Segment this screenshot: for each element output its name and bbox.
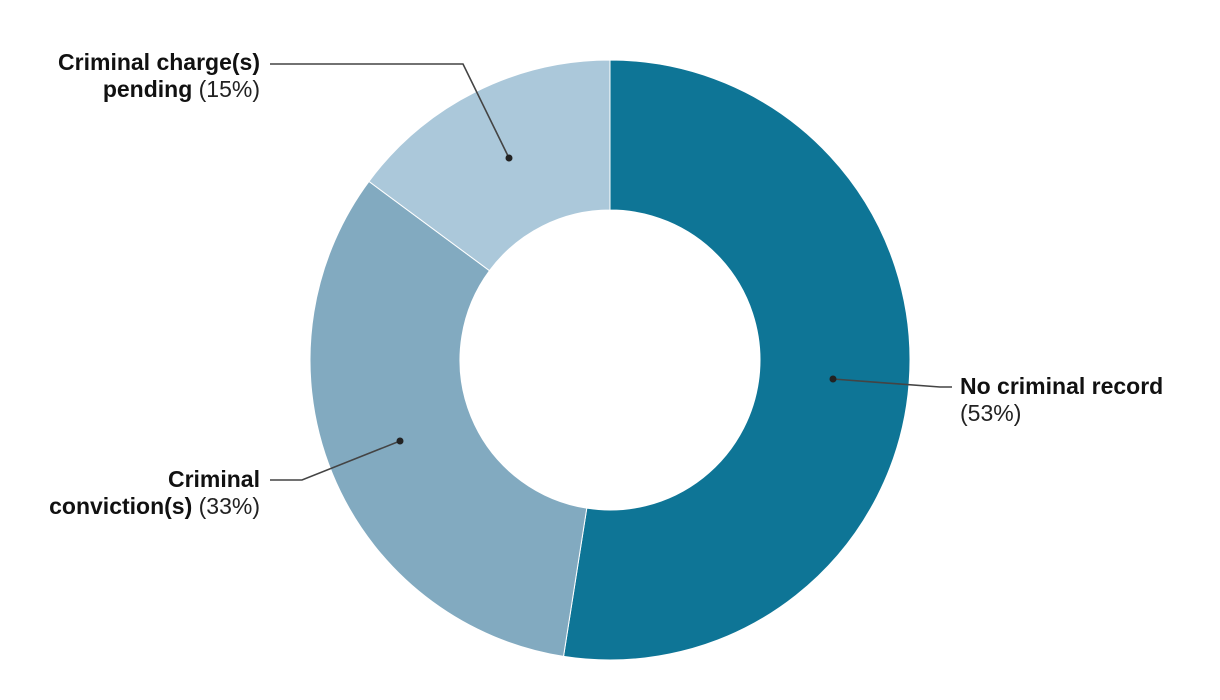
label-percent: (33%) bbox=[198, 493, 260, 519]
donut-slice-criminal-conviction-s- bbox=[309, 180, 588, 657]
label-name: conviction(s) bbox=[49, 493, 193, 519]
leader-line-charges-pending bbox=[270, 63, 510, 159]
leader-dot-criminal-convictions bbox=[396, 437, 404, 445]
label-percent: (15%) bbox=[198, 76, 260, 102]
label-name: pending bbox=[102, 76, 193, 102]
leader-line-no-criminal-record bbox=[832, 378, 952, 388]
label-name: No criminal record bbox=[960, 373, 1164, 399]
leader-dot-no-criminal-record bbox=[829, 375, 837, 383]
label-no-criminal-record: No criminal record (53%) bbox=[960, 373, 1163, 427]
label-name: Criminal charge(s) bbox=[58, 49, 260, 75]
label-criminal-convictions: Criminal conviction(s) (33%) bbox=[49, 466, 260, 520]
donut-slice-no-criminal-record bbox=[562, 59, 911, 661]
label-percent: (53%) bbox=[960, 400, 1022, 426]
leader-line-criminal-convictions bbox=[270, 440, 401, 481]
label-charges-pending: Criminal charge(s) pending (15%) bbox=[58, 49, 260, 103]
leader-dot-charges-pending bbox=[505, 154, 513, 162]
label-name: Criminal bbox=[167, 466, 260, 492]
donut-slice-criminal-charge-s-pending bbox=[368, 59, 611, 272]
